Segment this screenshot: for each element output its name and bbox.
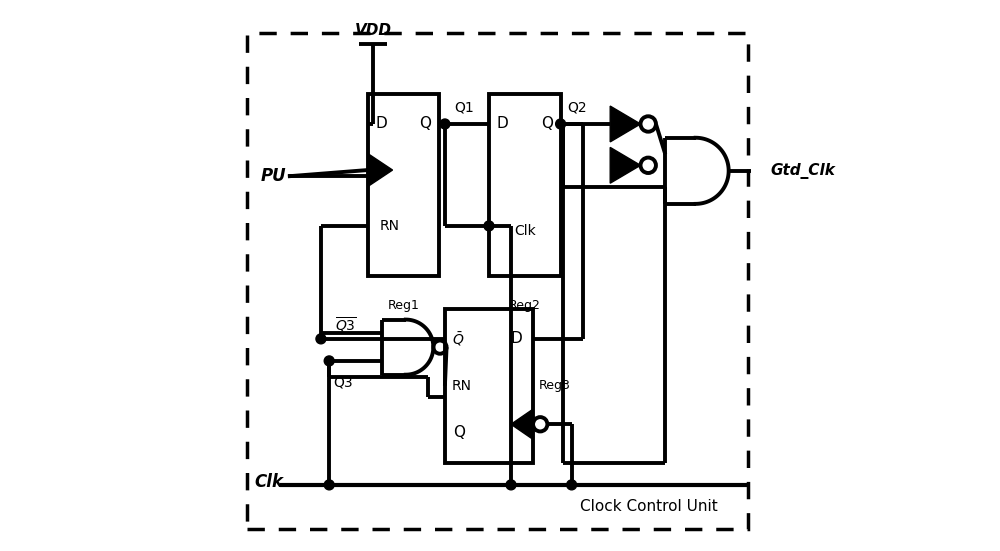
Text: $\overline{Q3}$: $\overline{Q3}$ xyxy=(335,315,357,335)
Text: D: D xyxy=(511,331,522,347)
Text: RN: RN xyxy=(451,379,471,393)
Circle shape xyxy=(484,221,494,231)
Text: Clk: Clk xyxy=(255,473,284,491)
Circle shape xyxy=(440,119,450,129)
Text: PU: PU xyxy=(260,168,286,185)
Text: Q2: Q2 xyxy=(567,100,587,115)
Text: $\bar{Q}$: $\bar{Q}$ xyxy=(452,330,465,348)
Circle shape xyxy=(567,480,577,490)
Bar xyxy=(489,94,561,276)
Text: Clock Control Unit: Clock Control Unit xyxy=(580,499,718,515)
Text: D: D xyxy=(497,116,509,132)
Text: Clk: Clk xyxy=(514,224,536,239)
Text: VDD: VDD xyxy=(355,23,392,38)
Bar xyxy=(445,309,533,463)
Polygon shape xyxy=(610,106,641,142)
Polygon shape xyxy=(368,154,393,187)
Circle shape xyxy=(324,356,334,366)
Text: Reg3: Reg3 xyxy=(539,379,571,392)
Text: RN: RN xyxy=(380,219,400,233)
Text: Q3: Q3 xyxy=(333,376,353,390)
Text: Q: Q xyxy=(453,425,465,440)
Text: D: D xyxy=(376,116,387,132)
Text: Q: Q xyxy=(420,116,432,132)
Text: Reg2: Reg2 xyxy=(509,299,541,312)
Polygon shape xyxy=(511,409,533,440)
Circle shape xyxy=(316,334,326,344)
Text: Q1: Q1 xyxy=(454,100,474,115)
Circle shape xyxy=(506,480,516,490)
Circle shape xyxy=(556,119,566,129)
Polygon shape xyxy=(610,148,641,183)
Circle shape xyxy=(324,480,334,490)
Text: Gtd_Clk: Gtd_Clk xyxy=(770,163,835,179)
Text: Q: Q xyxy=(541,116,553,132)
Bar xyxy=(368,94,439,276)
Text: Reg1: Reg1 xyxy=(388,299,420,312)
